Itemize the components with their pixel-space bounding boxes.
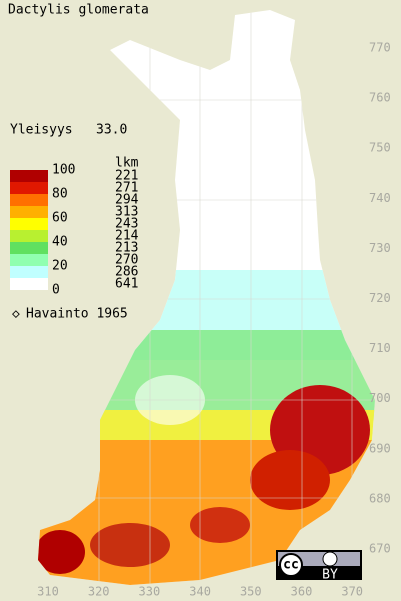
legend-count: 286 <box>115 265 138 280</box>
y-axis-label: 750 <box>369 141 391 155</box>
y-axis-label: 670 <box>369 542 391 556</box>
legend-swatch <box>10 242 48 254</box>
legend-scale-label: 60 <box>52 211 68 226</box>
legend-swatch <box>10 266 48 278</box>
y-axis-label: 720 <box>369 291 391 305</box>
legend-swatch <box>10 278 48 290</box>
legend-swatch <box>10 218 48 230</box>
legend: 100 80 60 40 20 0 2212712943132432142132702866… <box>10 163 139 298</box>
legend-count: 214 <box>115 229 139 244</box>
frequency-value: 33.0 <box>96 123 127 138</box>
x-axis-label: 330 <box>139 585 161 599</box>
y-axis-label: 740 <box>369 191 391 205</box>
legend-count: 313 <box>115 205 138 220</box>
legend-swatch <box>10 254 48 266</box>
cc-text: cc <box>283 558 299 573</box>
x-axis-label: 310 <box>37 585 59 599</box>
legend-swatch <box>10 206 48 218</box>
legend-scale-label: 40 <box>52 235 68 250</box>
y-axis-label: 700 <box>369 391 391 405</box>
license-badge: cc BY <box>276 550 362 583</box>
legend-swatch <box>10 170 48 182</box>
legend-count: 271 <box>115 181 138 196</box>
legend-count: 641 <box>115 277 138 292</box>
observation-label: Havainto 1965 <box>26 307 128 322</box>
legend-count: 294 <box>115 193 139 208</box>
title: Dactylis glomerata <box>8 3 149 18</box>
by-text: BY <box>322 568 338 583</box>
y-axis-label: 730 <box>369 241 391 255</box>
x-axis-label: 350 <box>240 585 262 599</box>
legend-scale-label: 20 <box>52 259 68 274</box>
legend-swatch <box>10 182 48 194</box>
legend-scale-label: 0 <box>52 283 60 298</box>
frequency-label: Yleisyys <box>10 123 73 138</box>
x-axis-label: 340 <box>189 585 211 599</box>
x-axis-label: 360 <box>291 585 313 599</box>
legend-scale-label: 100 <box>52 163 75 178</box>
legend-unit: lkm <box>115 156 139 171</box>
legend-scale-label: 80 <box>52 187 68 202</box>
legend-swatch <box>10 194 48 206</box>
y-axis-label: 770 <box>369 41 391 55</box>
legend-count: 243 <box>115 217 138 232</box>
observation-icon: ◇ <box>12 307 20 322</box>
x-axis-label: 320 <box>88 585 110 599</box>
y-axis-label: 690 <box>369 441 391 455</box>
x-axis-label: 370 <box>341 585 363 599</box>
legend-count: 270 <box>115 253 138 268</box>
legend-swatch <box>10 230 48 242</box>
y-axis-label: 680 <box>369 491 391 505</box>
legend-count: 213 <box>115 241 138 256</box>
legend-count: 221 <box>115 169 138 184</box>
y-axis-label: 710 <box>369 341 391 355</box>
y-axis-label: 760 <box>369 91 391 105</box>
